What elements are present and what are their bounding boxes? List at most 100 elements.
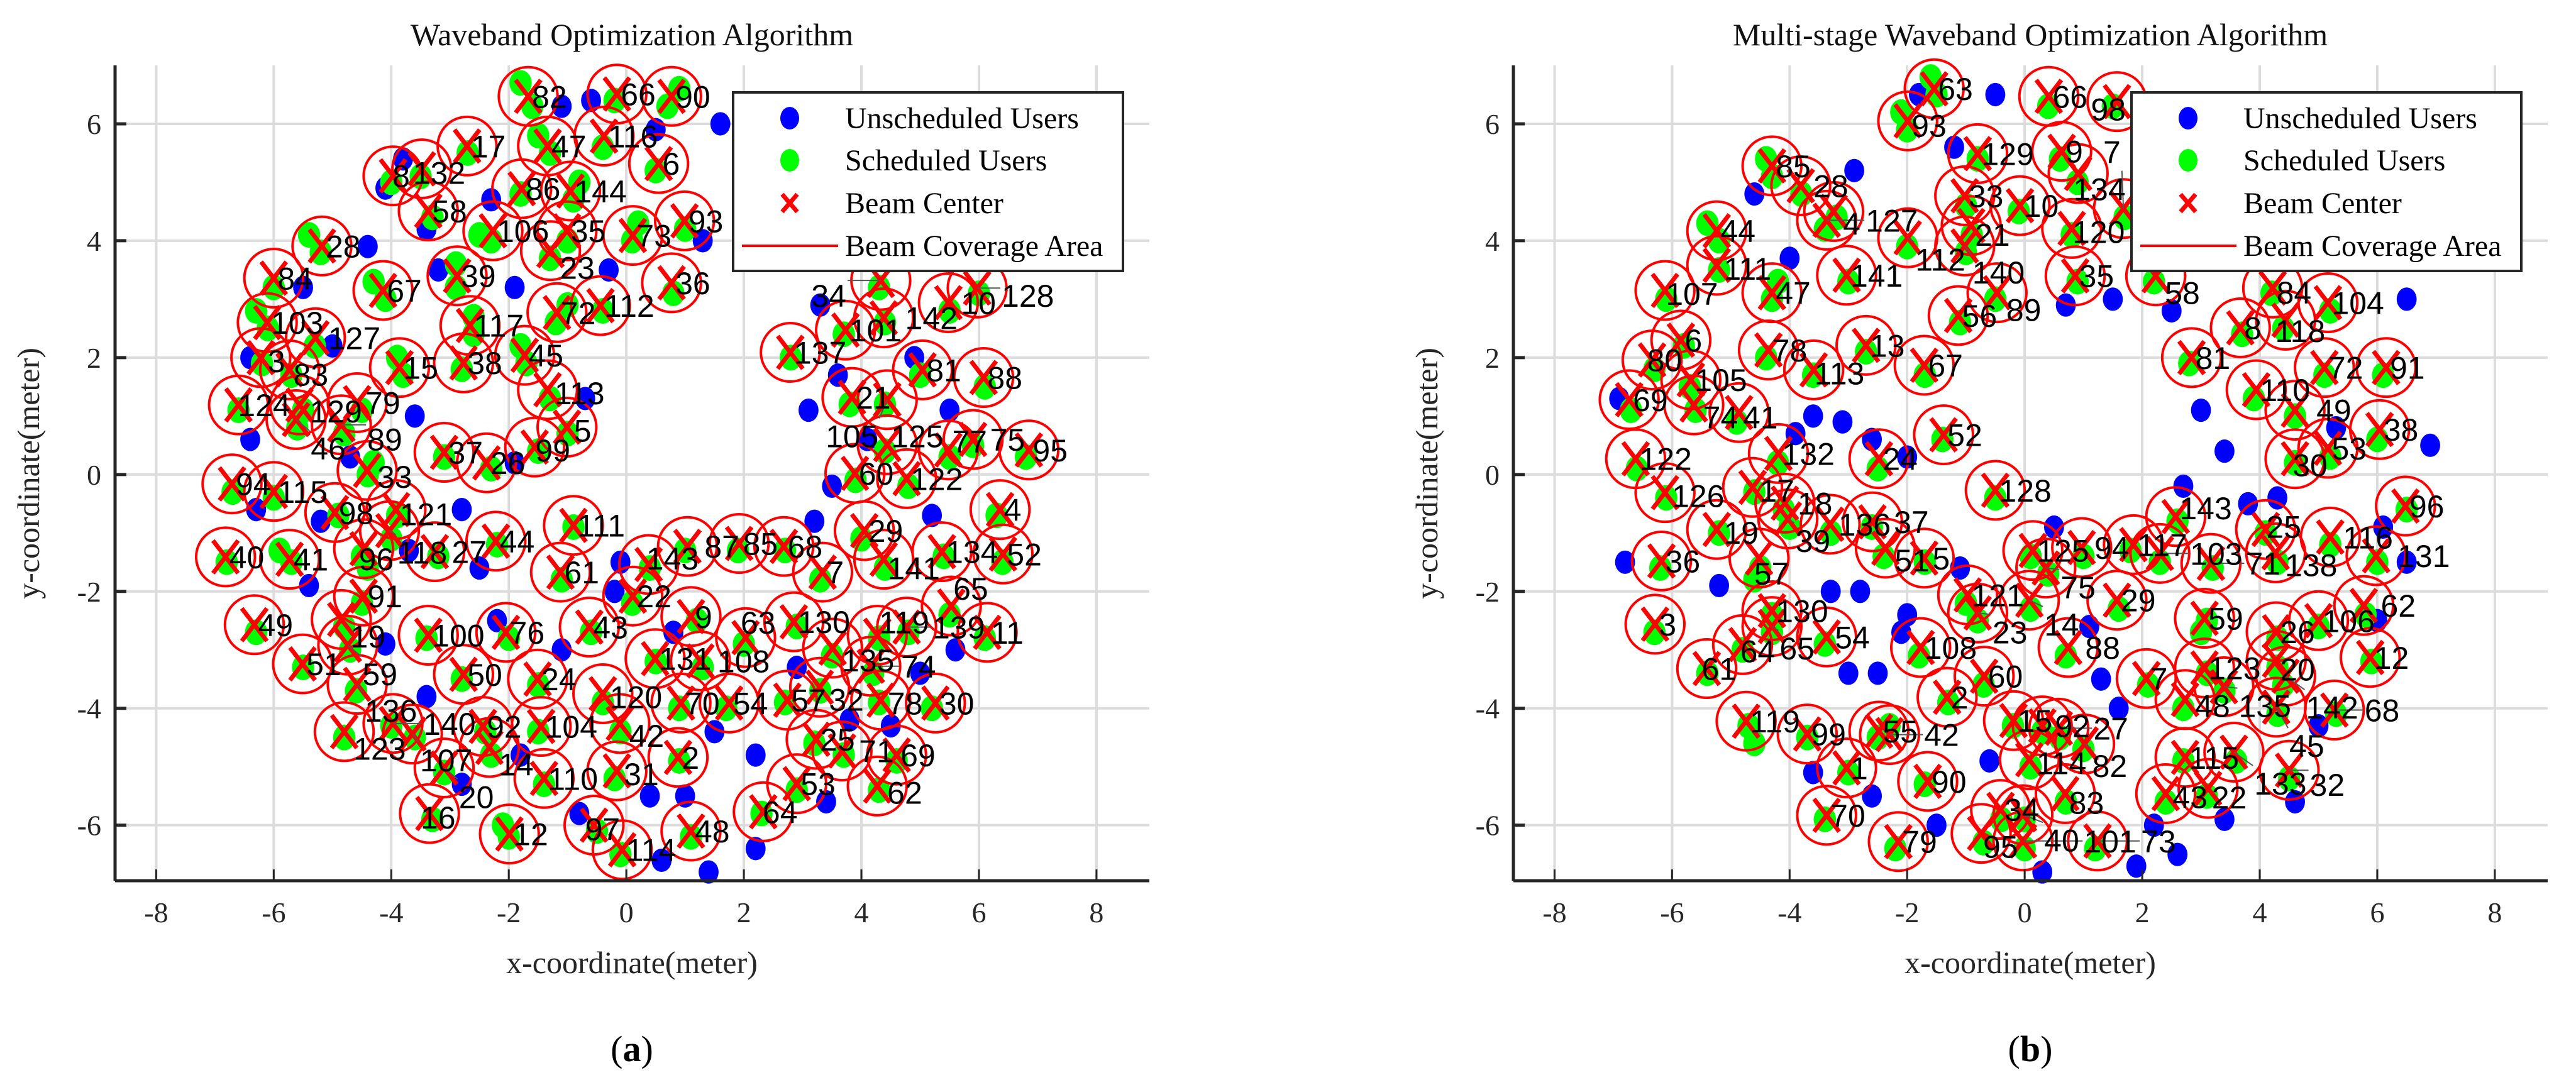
beam-coverage-circle <box>911 521 973 583</box>
beam-center-marker <box>1014 432 1044 468</box>
beam-center-stroke <box>1725 395 1754 431</box>
beam-center-marker <box>1666 322 1696 358</box>
beam-coverage-circle <box>291 215 353 277</box>
beam-center-stroke <box>677 598 705 634</box>
y-tick-label: 0 <box>1485 459 1500 491</box>
beam-coverage-circle <box>1867 811 1929 873</box>
beam-id-label: 89 <box>367 422 402 458</box>
beam-coverage-circle <box>969 479 1031 541</box>
beam-coverage-circle <box>641 252 702 314</box>
x-tick-label: -8 <box>1542 896 1566 928</box>
beam-center-stroke <box>1650 272 1679 309</box>
scheduled-user-point <box>2060 222 2083 248</box>
beam-center-stroke <box>1692 651 1722 686</box>
beam-id-label: 108 <box>717 644 770 679</box>
beam-coverage-circle <box>811 720 873 782</box>
beam-center-stroke <box>1852 328 1881 363</box>
scheduled-user-point <box>991 549 1014 575</box>
beam-center-stroke <box>618 578 648 614</box>
beam-center-stroke <box>2349 587 2379 624</box>
beam-id-label: 30 <box>939 686 975 721</box>
beam-id-label: 130 <box>798 605 850 640</box>
scheduled-user-point <box>726 537 749 564</box>
beam-center-marker <box>495 816 524 852</box>
beam-id-label: 21 <box>856 380 891 416</box>
beam-center-marker <box>866 682 895 718</box>
beam-center-marker <box>218 466 246 502</box>
unscheduled-user-point <box>569 802 590 825</box>
beam-center-stroke <box>808 554 837 590</box>
beam-coverage-circle <box>708 513 770 575</box>
beam-center-stroke <box>407 151 436 187</box>
beam-id-label: 117 <box>474 309 524 344</box>
beam-coverage-circle <box>602 205 664 267</box>
beam-id-label: 143 <box>646 541 699 576</box>
beam-center-stroke <box>921 685 950 721</box>
beam-id-label: 131 <box>659 642 711 677</box>
beam-center-marker <box>1864 441 1894 477</box>
beam-id-label: 115 <box>2189 741 2239 776</box>
beam-center-stroke <box>1913 763 1942 800</box>
beam-id-label: 41 <box>294 543 329 578</box>
beam-coverage-circle <box>2037 617 2099 678</box>
beam-center-marker <box>988 536 1018 572</box>
beam-center-stroke <box>1702 247 1732 284</box>
beam-center-stroke <box>2316 519 2345 555</box>
beam-label-leader <box>389 530 397 536</box>
beam-center-stroke <box>657 79 686 114</box>
beam-center-stroke <box>724 526 754 561</box>
beam-center-marker <box>543 295 572 331</box>
beam-id-label: 2 <box>682 741 699 776</box>
beam-center-stroke <box>478 212 507 249</box>
beam-coverage-circle <box>539 160 602 222</box>
beam-id-label: 40 <box>229 540 265 575</box>
beam-center-marker <box>869 300 898 336</box>
beam-coverage-circle <box>507 648 568 710</box>
beam-center-marker <box>579 807 609 843</box>
beam-center-stroke <box>837 379 866 416</box>
beam-id-label: 90 <box>675 79 710 114</box>
beam-id-label: 128 <box>1002 278 1054 314</box>
beam-id-label: 65 <box>953 571 988 607</box>
beam-coverage-circle <box>1747 422 1810 484</box>
beam-coverage-circle <box>785 708 847 770</box>
beam-id-label: 27 <box>451 535 487 570</box>
beam-coverage-circle <box>404 521 466 583</box>
beam-center-marker <box>552 409 582 445</box>
beam-coverage-circle <box>2203 721 2265 783</box>
beam-id-label: 66 <box>621 77 656 113</box>
y-axis-label: y-coordinate(meter) <box>11 348 46 599</box>
beam-center-stroke <box>670 203 699 239</box>
unscheduled-user-point <box>699 860 719 884</box>
beam-coverage-circle <box>397 605 459 666</box>
beam-center-stroke <box>2193 770 2223 807</box>
beam-coverage-circle <box>558 597 621 658</box>
beam-center-stroke <box>2190 650 2219 686</box>
beam-center-marker <box>927 534 956 570</box>
beam-center-stroke <box>218 466 246 502</box>
beam-id-label: 55 <box>1882 714 1918 749</box>
beam-id-label: 14 <box>499 747 534 783</box>
beam-coverage-circle <box>953 346 1015 408</box>
beam-id-label: 84 <box>2277 275 2312 311</box>
beam-center-marker <box>670 203 699 239</box>
beam-coverage-circle <box>1903 58 1965 119</box>
beam-center-marker <box>478 212 507 249</box>
beam-coverage-circle <box>2299 506 2361 568</box>
beam-center-stroke <box>2304 603 2333 639</box>
beam-coverage-circle <box>1816 245 1877 306</box>
beam-center-marker <box>429 434 459 470</box>
beam-id-label: 82 <box>532 79 567 114</box>
beam-center-stroke <box>368 272 397 309</box>
beam-id-label: 62 <box>2380 588 2416 624</box>
y-tick-label: 4 <box>87 225 101 257</box>
beam-center-marker <box>533 372 562 408</box>
beam-coverage-circle <box>647 727 709 788</box>
beam-center-marker <box>934 285 963 321</box>
beam-id-label: 63 <box>1938 72 1973 107</box>
beam-center-stroke <box>526 708 556 744</box>
beam-id-label: 38 <box>2384 412 2419 448</box>
unscheduled-user-point <box>922 504 943 527</box>
beam-center-marker <box>246 339 275 376</box>
beam-center-marker <box>420 534 450 570</box>
